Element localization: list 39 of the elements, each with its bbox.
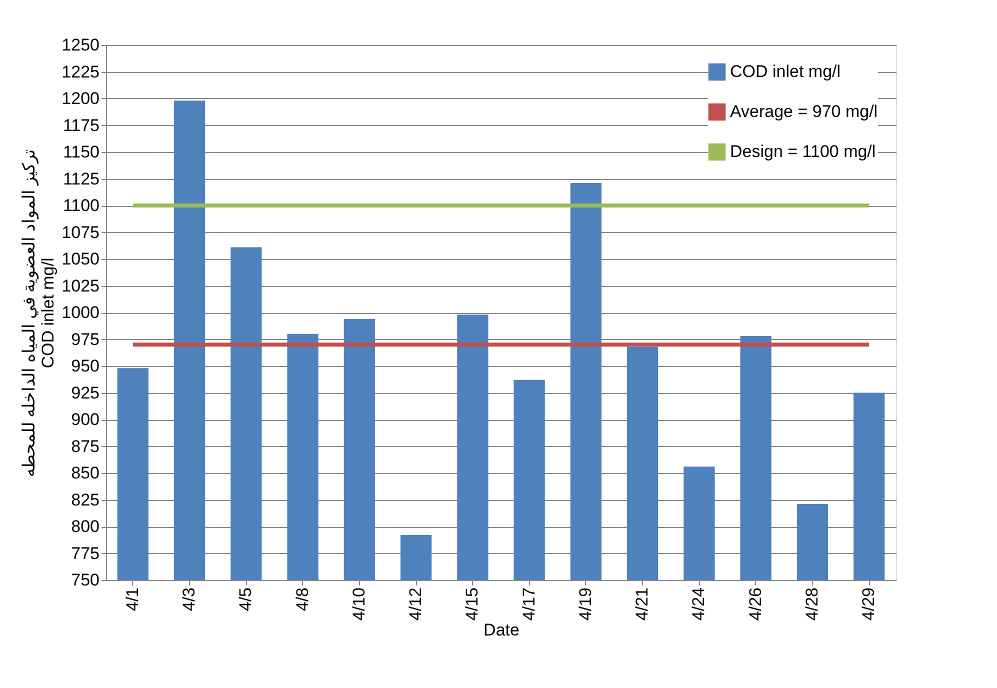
y-tick-label: 1050 xyxy=(62,250,100,268)
x-axis-title: Date xyxy=(484,620,520,640)
x-tick-label: 4/1 xyxy=(122,588,142,612)
x-tick-label: 4/3 xyxy=(180,588,199,612)
y-tick-label: 950 xyxy=(71,356,100,376)
legend-label: Average = 970 mg/l xyxy=(730,102,878,121)
x-tick-label: 4/29 xyxy=(859,588,878,621)
y-tick-label: 1250 xyxy=(62,36,100,54)
y-tick-label: 800 xyxy=(71,517,100,536)
y-tick-label: 1100 xyxy=(62,196,100,215)
x-tick-label: 4/12 xyxy=(406,588,426,621)
x-tick-label: 4/28 xyxy=(802,588,822,621)
y-tick-label: 875 xyxy=(71,436,100,456)
y-tick-label: 1200 xyxy=(62,89,100,108)
y-tick-label: 1150 xyxy=(62,142,100,162)
x-tick-label: 4/10 xyxy=(349,588,368,621)
x-tick-label: 4/5 xyxy=(236,588,256,612)
x-tick-label: 4/21 xyxy=(632,588,652,621)
legend-label: COD inlet mg/l xyxy=(730,62,841,81)
y-tick-label: 1175 xyxy=(62,116,100,135)
y-tick-label: 750 xyxy=(71,570,100,590)
x-tick-label: 4/24 xyxy=(689,588,708,621)
y-tick-label: 1075 xyxy=(62,222,100,242)
y-tick-label: 775 xyxy=(71,544,100,563)
y-tick-label: 900 xyxy=(71,410,100,429)
x-tick-label: 4/19 xyxy=(576,588,595,621)
y-tick-label: 1125 xyxy=(62,169,100,188)
y-tick-label: 1025 xyxy=(62,276,100,296)
y-tick-label: 825 xyxy=(71,490,100,510)
y-tick-label: 1225 xyxy=(62,62,100,82)
y-tick-label: 1000 xyxy=(62,303,100,322)
y-tick-label: 975 xyxy=(71,330,100,349)
x-tick-label: 4/26 xyxy=(746,588,765,621)
x-tick-label: 4/8 xyxy=(292,588,312,612)
legend-label: Design = 1100 mg/l xyxy=(730,142,876,161)
y-tick-label: 850 xyxy=(71,464,100,482)
x-tick-label: 4/15 xyxy=(462,588,482,621)
y-tick-label: 925 xyxy=(71,383,100,402)
x-tick-label: 4/17 xyxy=(519,588,538,621)
